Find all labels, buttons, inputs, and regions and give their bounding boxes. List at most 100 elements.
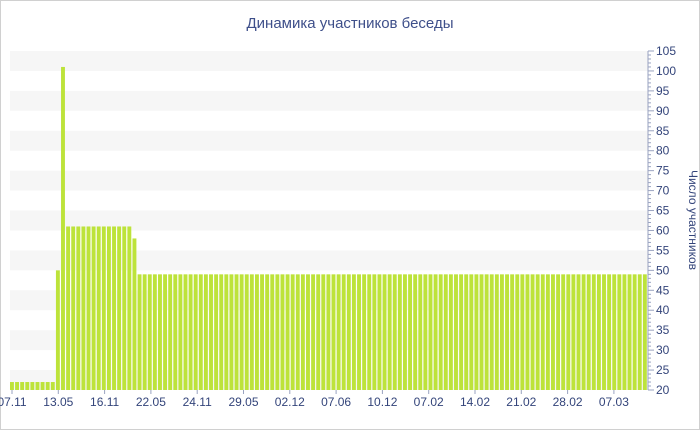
y-tick-label: 105 — [656, 44, 676, 58]
bar — [423, 274, 428, 390]
bar — [25, 382, 30, 390]
bar — [474, 274, 479, 390]
bar — [254, 274, 259, 390]
bar — [76, 226, 81, 390]
bar — [158, 274, 162, 390]
bar — [576, 274, 581, 390]
y-axis-title: Число участников — [686, 170, 700, 270]
y-tick-label: 60 — [656, 223, 670, 237]
bar — [571, 274, 576, 390]
bar — [106, 226, 111, 390]
bar — [306, 274, 310, 390]
bar — [454, 274, 458, 390]
bar — [591, 274, 596, 390]
grid-band — [10, 130, 648, 151]
bar — [617, 274, 622, 390]
bar — [489, 274, 494, 390]
bar — [535, 274, 540, 390]
grid-band — [10, 210, 648, 231]
bar — [91, 226, 96, 390]
bar — [295, 274, 300, 390]
bar — [229, 274, 234, 390]
y-tick-label: 95 — [656, 84, 670, 98]
bar — [224, 274, 229, 390]
bar — [50, 382, 55, 390]
bar — [479, 274, 484, 390]
bar — [40, 382, 45, 390]
bar — [127, 226, 132, 390]
y-tick-label: 55 — [656, 243, 670, 257]
bar — [275, 274, 280, 390]
bar — [387, 274, 392, 390]
bar — [596, 274, 601, 390]
bar — [566, 274, 571, 390]
bar — [10, 382, 14, 390]
bar — [612, 274, 617, 390]
bar — [581, 274, 586, 390]
bar — [627, 274, 632, 390]
y-tick-label: 90 — [656, 104, 670, 118]
bar — [66, 226, 71, 390]
y-tick-label: 65 — [656, 204, 670, 218]
bar — [285, 274, 290, 390]
bar — [117, 226, 122, 390]
bar — [239, 274, 244, 390]
grid-band — [10, 170, 648, 191]
bar — [81, 226, 86, 390]
bar — [326, 274, 331, 390]
bar — [418, 274, 423, 390]
bar — [556, 274, 561, 390]
bar — [510, 274, 515, 390]
bar — [193, 274, 198, 390]
bar — [642, 274, 647, 390]
y-tick-label: 80 — [656, 144, 670, 158]
bar — [35, 382, 40, 390]
bar — [168, 274, 173, 390]
y-tick-label: 85 — [656, 124, 670, 138]
bar — [20, 382, 25, 390]
bar — [244, 274, 249, 390]
bar — [622, 274, 627, 390]
y-tick-label: 20 — [656, 383, 670, 397]
bar — [280, 274, 285, 390]
bar — [464, 274, 469, 390]
bar — [637, 274, 642, 390]
bar — [260, 274, 264, 390]
x-tick-label: 28.02 — [553, 395, 583, 409]
y-tick-label: 30 — [656, 343, 670, 357]
bar — [413, 274, 418, 390]
y-tick-label: 100 — [656, 64, 676, 78]
bar — [607, 274, 612, 390]
bar — [632, 274, 637, 390]
bar — [290, 274, 295, 390]
bar — [372, 274, 377, 390]
bar — [346, 274, 351, 390]
bar — [602, 274, 606, 390]
x-tick-label: 02.12 — [275, 395, 305, 409]
bar — [357, 274, 361, 390]
x-tick-label: 16.11 — [90, 395, 119, 409]
bar — [469, 274, 474, 390]
bar — [397, 274, 402, 390]
bar — [448, 274, 453, 390]
bar — [525, 274, 530, 390]
bar — [336, 274, 341, 390]
bar — [86, 226, 91, 390]
x-tick-label: 29.05 — [228, 395, 258, 409]
bar — [214, 274, 219, 390]
bar — [515, 274, 520, 390]
grid-band — [10, 90, 648, 111]
grid-band — [10, 250, 648, 271]
chart-title: Динамика участников беседы — [247, 15, 454, 32]
bar — [96, 226, 101, 390]
bar — [152, 274, 157, 390]
bar — [530, 274, 535, 390]
x-tick-label: 21.02 — [506, 395, 536, 409]
bar — [367, 274, 372, 390]
y-tick-label: 75 — [656, 164, 670, 178]
bar — [438, 274, 443, 390]
x-tick-label: 10.12 — [367, 395, 397, 409]
bar — [122, 226, 127, 390]
bar — [209, 274, 213, 390]
